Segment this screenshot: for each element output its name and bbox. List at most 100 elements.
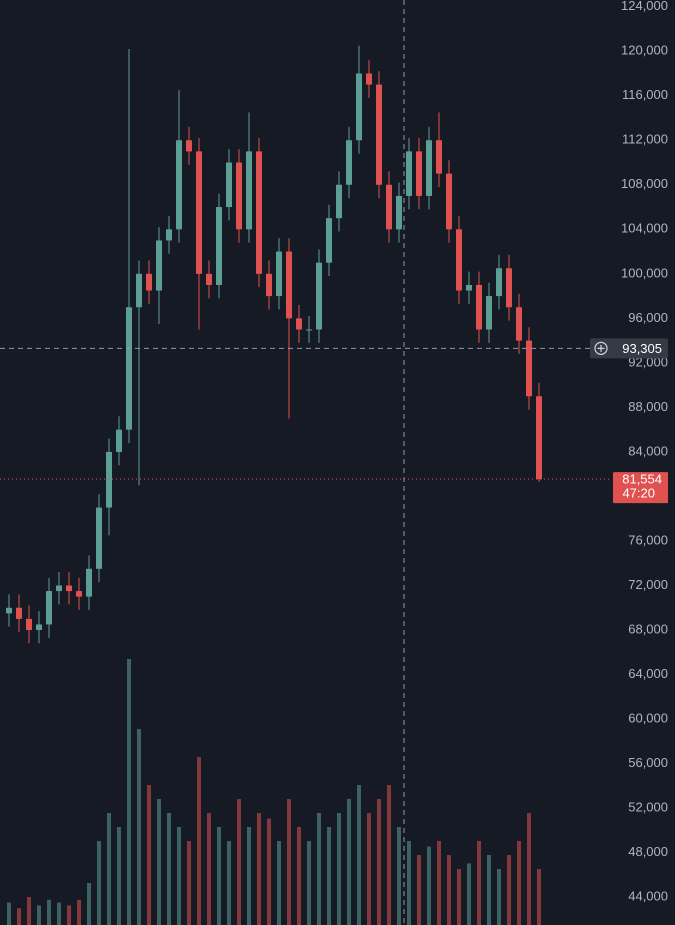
volume-bar <box>517 841 521 925</box>
candle-body <box>446 173 452 230</box>
volume-bar <box>407 841 411 925</box>
volume-bar <box>217 827 221 925</box>
add-alert-plus <box>597 344 605 352</box>
volume-bar <box>387 785 391 925</box>
volume-bar <box>147 785 151 925</box>
candle-body <box>316 262 322 330</box>
candle-body <box>236 162 242 230</box>
volume-bar <box>207 813 211 925</box>
volume-bar <box>367 813 371 925</box>
candle-body <box>66 585 72 592</box>
candle-body <box>226 162 232 208</box>
candle-body <box>496 268 502 297</box>
volume-bar <box>347 799 351 925</box>
crosshair-label: 93,305 <box>622 341 662 356</box>
candle-body <box>326 218 332 263</box>
candle-body <box>106 451 112 508</box>
volume-bar <box>87 883 91 925</box>
candle-body <box>356 73 362 141</box>
y-tick-label: 52,000 <box>628 800 668 815</box>
volume-bar <box>107 813 111 925</box>
candle-body <box>246 151 252 230</box>
volume-bar <box>357 785 361 925</box>
y-tick-label: 100,000 <box>621 265 668 280</box>
candle-body <box>126 307 132 430</box>
y-tick-label: 64,000 <box>628 666 668 681</box>
candle-body <box>396 195 402 230</box>
countdown-label: 47:20 <box>622 486 655 501</box>
candle-body <box>256 151 262 274</box>
y-tick-label: 124,000 <box>621 0 668 13</box>
volume-bar <box>97 841 101 925</box>
volume-bar <box>47 899 51 925</box>
y-tick-label: 68,000 <box>628 621 668 636</box>
volume-bar <box>317 813 321 925</box>
volume-bar <box>307 841 311 925</box>
volume-bar <box>37 905 41 925</box>
candle-body <box>146 273 152 291</box>
candle-body <box>266 273 272 297</box>
last-price-label: 81,554 <box>622 472 662 487</box>
candle-body <box>426 140 432 196</box>
candle-body <box>386 184 392 230</box>
volume-bar <box>247 827 251 925</box>
y-tick-label: 48,000 <box>628 844 668 859</box>
volume-bar <box>187 841 191 925</box>
y-tick-label: 108,000 <box>621 176 668 191</box>
volume-bar <box>267 818 271 925</box>
candle-body <box>486 296 492 330</box>
volume-bar <box>227 841 231 925</box>
volume-bar <box>477 841 481 925</box>
volume-bar <box>177 827 181 925</box>
volume-bar <box>467 863 471 925</box>
volume-bar <box>57 902 61 925</box>
candle-body <box>346 140 352 185</box>
y-tick-label: 56,000 <box>628 755 668 770</box>
candle-body <box>76 591 82 597</box>
candle-body <box>186 140 192 152</box>
y-tick-label: 104,000 <box>621 221 668 236</box>
y-tick-label: 88,000 <box>628 399 668 414</box>
candle-body <box>46 591 52 625</box>
candle-body <box>376 84 382 185</box>
candle-body <box>196 151 202 274</box>
volume-bar <box>487 855 491 925</box>
volume-bar <box>447 855 451 925</box>
candle-body <box>156 240 162 291</box>
y-tick-label: 76,000 <box>628 532 668 547</box>
candle-body <box>536 396 542 480</box>
candle-body <box>206 273 212 285</box>
volume-bar <box>7 902 11 925</box>
candle-body <box>36 624 42 631</box>
volume-bar <box>377 799 381 925</box>
add-alert-icon[interactable] <box>594 341 608 355</box>
volume-bar <box>167 813 171 925</box>
candle-body <box>306 329 312 331</box>
volume-bar <box>67 905 71 925</box>
volume-bar <box>417 855 421 925</box>
candle-body <box>436 140 442 174</box>
volume-bar <box>27 897 31 925</box>
candle-body <box>526 340 532 397</box>
candle-body <box>416 151 422 196</box>
volume-bar <box>527 813 531 925</box>
volume-bar <box>337 813 341 925</box>
volume-bar <box>497 869 501 925</box>
crosshair-box <box>590 338 668 359</box>
volume-bar <box>397 827 401 925</box>
y-tick-label: 112,000 <box>622 132 668 147</box>
candle-body <box>56 585 62 592</box>
candle-body <box>16 607 22 619</box>
candle-body <box>516 307 522 341</box>
candle-body <box>166 229 172 241</box>
y-tick-label: 44,000 <box>628 889 668 904</box>
candle-body <box>96 507 102 569</box>
last-price-box <box>613 472 668 504</box>
candle-body <box>456 229 462 291</box>
candle-body <box>6 607 12 614</box>
volume-bar <box>427 846 431 925</box>
volume-bar <box>297 827 301 925</box>
volume-bar <box>157 799 161 925</box>
